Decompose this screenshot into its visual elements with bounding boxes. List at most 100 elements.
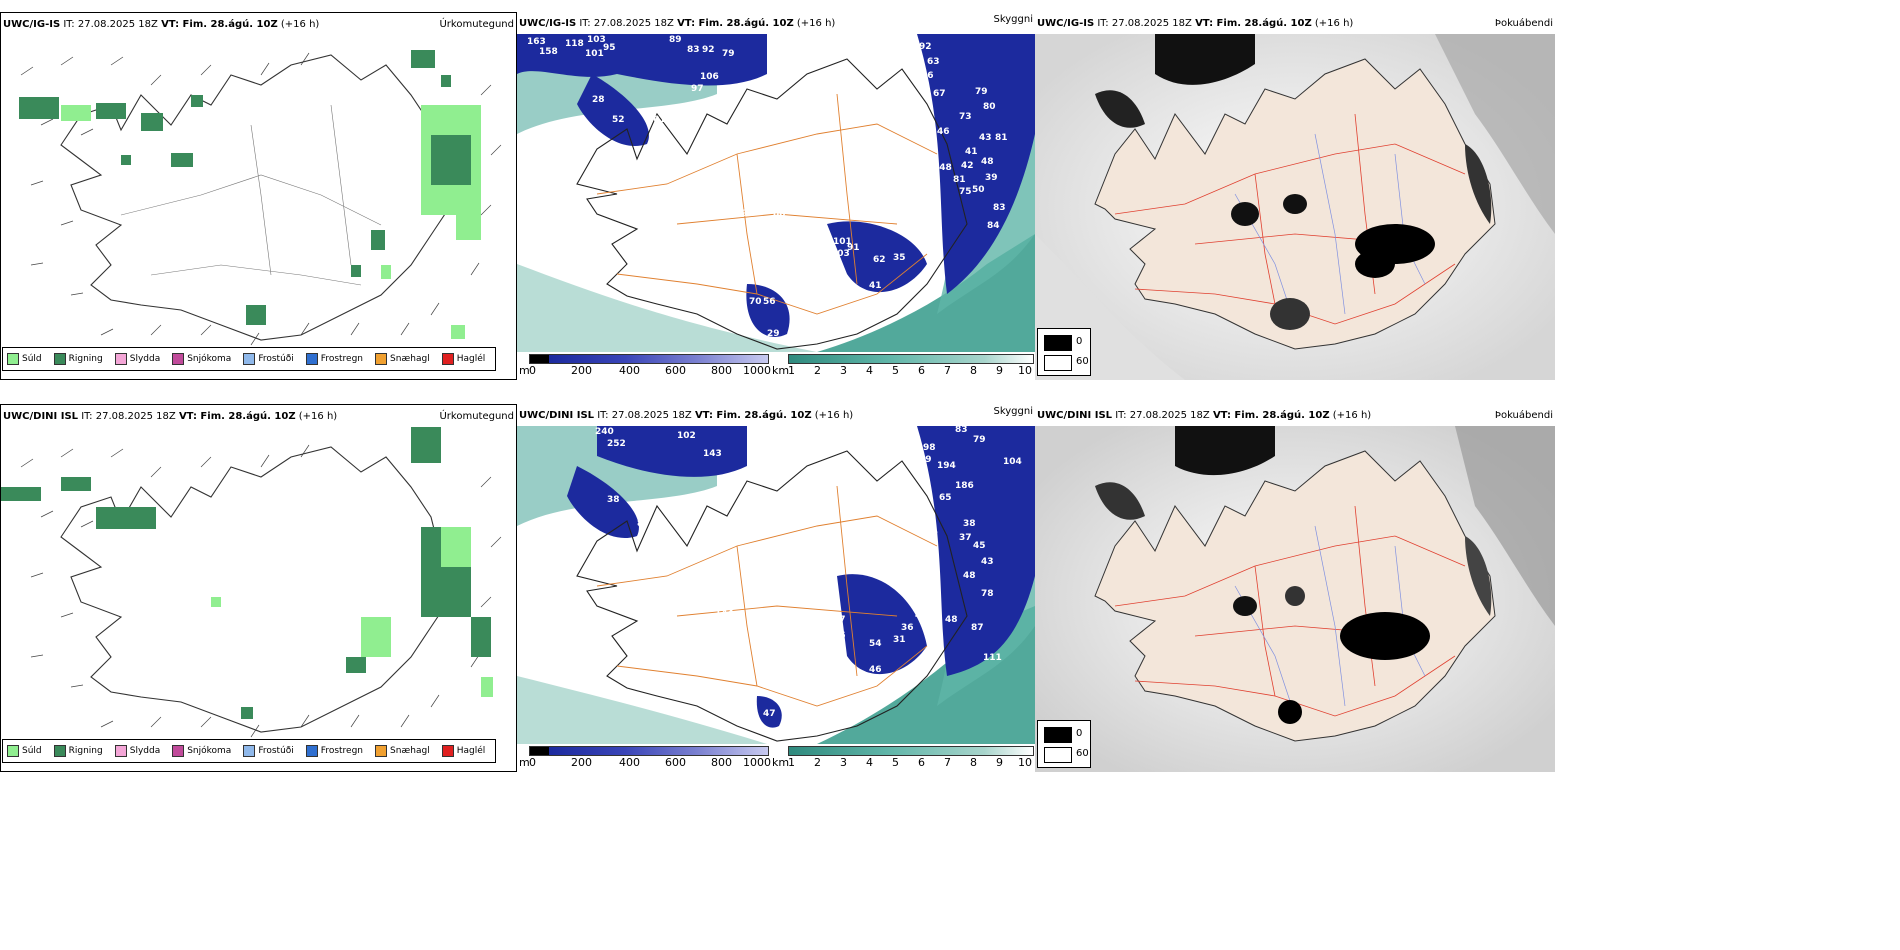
iceland-outline — [60, 54, 452, 341]
panel-header: UWC/DINI ISL IT: 27.08.2025 18Z VT: Fim.… — [3, 411, 338, 422]
legend-item: Snæhagl — [375, 745, 430, 757]
legend-item: Snjókoma — [172, 745, 231, 757]
legend-item: Súld — [7, 353, 42, 365]
svg-text:104: 104 — [1003, 457, 1022, 467]
legend-item: Slydda — [114, 353, 160, 365]
svg-text:83: 83 — [955, 426, 968, 435]
visibility-colorbar: km 1 2 3 4 5 6 7 8 9 10 — [772, 354, 1034, 377]
legend-item: Haglél — [441, 353, 485, 365]
svg-text:87: 87 — [637, 519, 650, 529]
panel-precip-type-ig: UWC/IG-IS IT: 27.08.2025 18Z VT: Fim. 28… — [0, 12, 517, 380]
panel-fog-ig: UWC/IG-IS IT: 27.08.2025 18Z VT: Fim. 28… — [1035, 12, 1555, 380]
svg-text:104: 104 — [919, 527, 938, 537]
visibility-colorbar: km 1 2 3 4 5 6 7 8 9 10 — [772, 746, 1034, 769]
svg-text:54: 54 — [869, 639, 882, 649]
legend-item: Rigning — [53, 353, 103, 365]
svg-text:65: 65 — [939, 493, 952, 503]
svg-text:194: 194 — [937, 461, 956, 471]
iceland-outline — [576, 450, 968, 742]
panel-header: UWC/DINI ISL IT: 27.08.2025 18Z VT: Fim.… — [1037, 410, 1372, 421]
svg-text:28: 28 — [592, 95, 605, 105]
panel-header: UWC/IG-IS IT: 27.08.2025 18Z VT: Fim. 28… — [519, 18, 836, 29]
svg-text:101: 101 — [585, 49, 604, 59]
svg-text:252: 252 — [607, 439, 626, 449]
svg-text:46: 46 — [869, 665, 882, 675]
legend-item: Súld — [7, 745, 42, 757]
panel-title: Þokuábendi — [1494, 410, 1553, 421]
svg-text:240: 240 — [595, 427, 614, 437]
precip-map — [1, 427, 502, 738]
cloud-base-colorbar: m 0 200 400 600 800 1000 — [519, 746, 771, 769]
svg-text:106: 106 — [700, 72, 719, 82]
svg-text:87: 87 — [971, 623, 984, 633]
svg-text:144: 144 — [715, 609, 734, 619]
svg-text:41: 41 — [869, 281, 882, 291]
legend-item: Frostúði — [243, 745, 294, 757]
svg-text:101: 101 — [833, 237, 852, 247]
svg-text:84: 84 — [987, 221, 1000, 231]
svg-text:87: 87 — [833, 615, 846, 625]
svg-text:35: 35 — [893, 253, 906, 263]
iceland-outline — [60, 446, 452, 733]
legend-item: Frostúði — [243, 353, 294, 365]
svg-text:186: 186 — [955, 481, 974, 491]
svg-text:45: 45 — [973, 541, 986, 551]
legend-item: Haglél — [441, 745, 485, 757]
svg-text:39: 39 — [735, 209, 748, 219]
legend-item: Frostregn — [305, 353, 363, 365]
svg-text:41: 41 — [965, 147, 978, 157]
panel-visibility-ig: UWC/IG-IS IT: 27.08.2025 18Z VT: Fim. 28… — [517, 12, 1035, 380]
fog-map — [1035, 426, 1555, 772]
svg-text:78: 78 — [981, 589, 994, 599]
panel-header: UWC/IG-IS IT: 27.08.2025 18Z VT: Fim. 28… — [1037, 18, 1354, 29]
svg-text:63: 63 — [927, 57, 940, 67]
svg-text:44: 44 — [915, 611, 928, 621]
cloud-base-labels: 163 158 118 103 101 95 89 83 92 79 106 9… — [527, 35, 1008, 339]
svg-text:37: 37 — [959, 533, 972, 543]
svg-text:76: 76 — [833, 631, 846, 641]
visibility-map: 240 252 102 143 83 79 104 98 29 194 186 … — [517, 426, 1035, 744]
svg-text:79: 79 — [973, 435, 986, 445]
svg-text:88: 88 — [773, 209, 786, 219]
svg-text:103: 103 — [831, 249, 850, 259]
panel-header: UWC/IG-IS IT: 27.08.2025 18Z VT: Fim. 28… — [3, 19, 320, 30]
svg-text:81: 81 — [995, 133, 1008, 143]
legend-item: Rigning — [53, 745, 103, 757]
cloud-base-colorbar: m 0 200 400 600 800 1000 — [519, 354, 771, 377]
panel-title: Skyggni — [993, 406, 1033, 417]
svg-text:29: 29 — [919, 455, 932, 465]
svg-text:148: 148 — [933, 163, 952, 173]
cloud-base-labels: 240 252 102 143 83 79 104 98 29 194 186 … — [595, 426, 1022, 719]
precip-legend: Súld Rigning Slydda Snjókoma Frostúði Fr… — [2, 347, 497, 371]
precip-map — [19, 50, 502, 346]
panel-fog-dini: UWC/DINI ISL IT: 27.08.2025 18Z VT: Fim.… — [1035, 404, 1555, 772]
svg-text:102: 102 — [677, 431, 696, 441]
svg-text:118: 118 — [565, 39, 584, 49]
svg-text:89: 89 — [669, 35, 682, 45]
svg-text:111: 111 — [983, 653, 1002, 663]
svg-text:43: 43 — [979, 133, 992, 143]
svg-text:80: 80 — [983, 102, 996, 112]
svg-text:91: 91 — [847, 243, 860, 253]
svg-text:48: 48 — [981, 157, 994, 167]
svg-text:73: 73 — [959, 112, 972, 122]
svg-text:143: 143 — [703, 449, 722, 459]
svg-text:79: 79 — [722, 49, 735, 59]
svg-text:52: 52 — [612, 115, 625, 125]
svg-text:67: 67 — [729, 595, 742, 605]
svg-text:97: 97 — [691, 84, 704, 94]
svg-text:81: 81 — [953, 175, 966, 185]
svg-text:95: 95 — [603, 43, 616, 53]
svg-text:55: 55 — [917, 225, 930, 235]
panel-precip-type-dini: UWC/DINI ISL IT: 27.08.2025 18Z VT: Fim.… — [0, 404, 517, 772]
svg-text:92: 92 — [702, 45, 715, 55]
legend-item: Frostregn — [305, 745, 363, 757]
panel-title: Úrkomutegund — [439, 411, 514, 422]
svg-text:40: 40 — [907, 587, 920, 597]
svg-text:56: 56 — [921, 71, 934, 81]
svg-text:75: 75 — [959, 187, 972, 197]
svg-text:46: 46 — [937, 127, 950, 137]
svg-text:98: 98 — [923, 443, 936, 453]
fog-legend: 0 60 — [1037, 720, 1091, 768]
svg-text:70: 70 — [749, 297, 762, 307]
